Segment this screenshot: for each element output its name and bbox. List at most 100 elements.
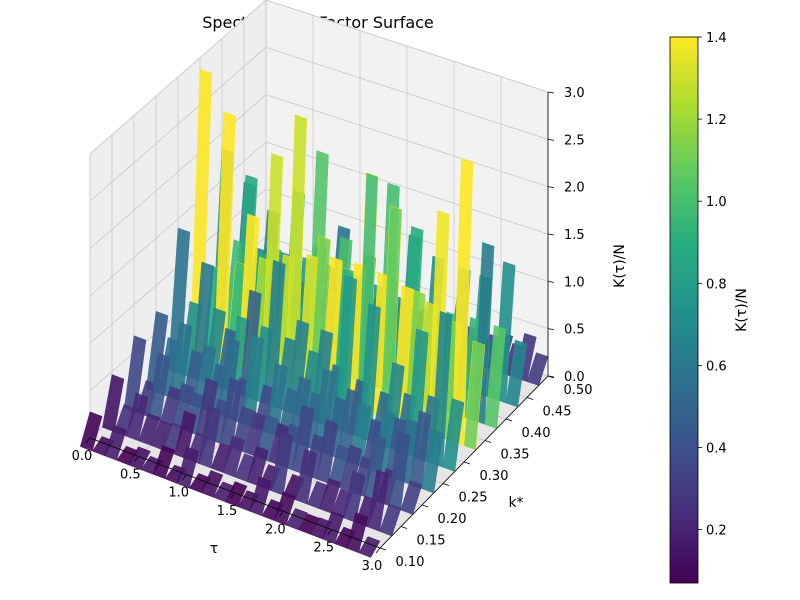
- y-tick-label: 0.50: [564, 383, 593, 398]
- colorbar-tick-label: 0.4: [706, 442, 727, 457]
- y-tick-label: 0.25: [459, 491, 488, 506]
- y-tick-mark: [400, 526, 408, 529]
- y-tick-label: 0.40: [522, 426, 551, 441]
- colorbar: 0.2 0.4 0.6 0.8 1.0 1.2 1.4 K(τ)/N: [669, 31, 750, 584]
- z-tick-label: 1.5: [564, 228, 585, 243]
- grid-line: [265, 0, 549, 93]
- z-tick-label: 0.5: [564, 323, 585, 338]
- surface-facet: [346, 512, 369, 554]
- colorbar-label: K(τ)/N: [734, 288, 750, 332]
- x-ticks: 0.0 0.5 1.0 1.5 2.0 2.5 3.0: [72, 437, 383, 574]
- z-tick-mark: [547, 375, 555, 378]
- y-tick-mark: [442, 483, 450, 486]
- x-tick-label: 0.0: [72, 449, 93, 464]
- surface-facet: [273, 491, 296, 526]
- x-tick-label: 2.5: [313, 541, 334, 556]
- surface-facet: [379, 503, 402, 537]
- surface-facet: [285, 508, 308, 530]
- y-axis-label: k*: [508, 495, 523, 511]
- y-tick-mark: [526, 397, 534, 400]
- y-ticks: 0.10 0.15 0.20 0.25 0.30 0.35 0.40 0.45 0.50: [379, 375, 593, 570]
- grid-line: [265, 141, 549, 235]
- y-tick-label: 0.35: [501, 448, 530, 463]
- surface-facet: [451, 157, 474, 447]
- grid-line: [89, 0, 267, 155]
- z-tick-mark: [547, 91, 555, 94]
- colorbar-tick-label: 1.0: [706, 195, 727, 210]
- surface-facet: [270, 431, 293, 496]
- surface-facet: [198, 405, 221, 469]
- x-tick-mark: [327, 529, 332, 535]
- surface-facet: [80, 411, 103, 452]
- surface-facet: [343, 470, 366, 523]
- surface-ribbon: [102, 374, 402, 537]
- surface-facet: [400, 480, 423, 515]
- grid-line: [89, 141, 267, 297]
- y-tick-mark: [421, 504, 429, 508]
- surface-facet: [322, 511, 345, 544]
- surface-facet: [319, 477, 342, 514]
- y-tick-label: 0.45: [543, 405, 572, 420]
- x-tick-label: 2.0: [265, 522, 286, 537]
- surface-facet: [126, 392, 149, 442]
- y-tick-label: 0.10: [396, 555, 425, 570]
- x-tick-label: 3.0: [362, 559, 383, 574]
- z-tick-mark: [547, 138, 555, 141]
- surface-facet: [128, 446, 151, 470]
- surface-facet: [246, 445, 269, 487]
- surface-facet: [367, 469, 390, 532]
- z-tick-label: 1.0: [564, 275, 585, 290]
- grid-line: [265, 46, 549, 140]
- surface-facet: [295, 448, 317, 505]
- z-ticks: 0.0 0.5 1.0 1.5 2.0 2.5 3.0: [547, 86, 585, 385]
- surface-facet: [152, 445, 175, 480]
- colorbar-tick-label: 0.2: [706, 524, 727, 539]
- surface-facet: [176, 446, 200, 489]
- x-axis-label: τ: [210, 541, 218, 557]
- x-tick-label: 0.5: [120, 467, 141, 482]
- surface-facet: [138, 413, 161, 446]
- surface-facet: [340, 444, 363, 493]
- x-tick-label: 1.0: [168, 486, 189, 501]
- surface-facet: [484, 325, 507, 429]
- z-tick-label: 0.0: [564, 370, 585, 385]
- y-tick-mark: [484, 440, 492, 443]
- axes-3d: 0.00.51.01.52.02.53.0 0.100.150.200.250.…: [72, 0, 593, 574]
- surface-facet: [174, 410, 197, 460]
- x-tick-label: 1.5: [217, 504, 238, 519]
- surface-facet: [249, 476, 272, 517]
- y-tick-mark: [379, 547, 387, 551]
- grid-line: [265, 188, 549, 282]
- y-tick-label: 0.30: [480, 469, 509, 484]
- surface: [80, 68, 549, 558]
- z-tick-label: 2.0: [564, 181, 585, 196]
- y-tick-label: 0.20: [438, 512, 467, 527]
- x-tick-mark: [182, 474, 187, 480]
- surface-facet: [102, 374, 125, 433]
- surface-facet: [430, 310, 453, 468]
- z-tick-mark: [547, 233, 555, 236]
- z-axis-label: K(τ)/N: [612, 244, 628, 288]
- colorbar-tick-label: 1.2: [706, 113, 727, 128]
- surface-facet: [104, 425, 127, 461]
- y-tick-mark: [505, 418, 513, 422]
- surface-facet: [442, 398, 465, 472]
- surface-facet: [225, 481, 248, 507]
- z-tick-mark: [547, 328, 555, 331]
- colorbar-tick-label: 1.4: [706, 31, 727, 46]
- x-tick-mark: [134, 456, 139, 462]
- surface-facet: [201, 470, 224, 498]
- colorbar-tick-label: 0.6: [706, 359, 727, 374]
- grid-line: [89, 94, 267, 249]
- grid-line: [89, 47, 267, 202]
- z-tick-mark: [547, 186, 555, 189]
- colorbar-tick-label: 0.8: [706, 277, 727, 292]
- colorbar-gradient: [669, 36, 699, 584]
- x-tick-mark: [279, 511, 284, 517]
- x-tick-mark: [85, 437, 91, 444]
- surface-facet: [421, 428, 444, 494]
- surface-facet: [505, 339, 528, 408]
- x-tick-mark: [230, 492, 236, 499]
- surface-ribbon: [80, 411, 381, 558]
